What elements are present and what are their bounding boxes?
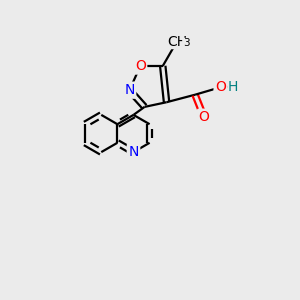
Text: O: O (215, 80, 226, 94)
Text: CH: CH (167, 34, 187, 49)
Text: O: O (199, 110, 209, 124)
Text: H: H (228, 80, 238, 94)
Text: N: N (128, 145, 139, 159)
Text: 3: 3 (183, 38, 189, 48)
Text: O: O (135, 59, 146, 73)
Text: N: N (124, 83, 135, 97)
